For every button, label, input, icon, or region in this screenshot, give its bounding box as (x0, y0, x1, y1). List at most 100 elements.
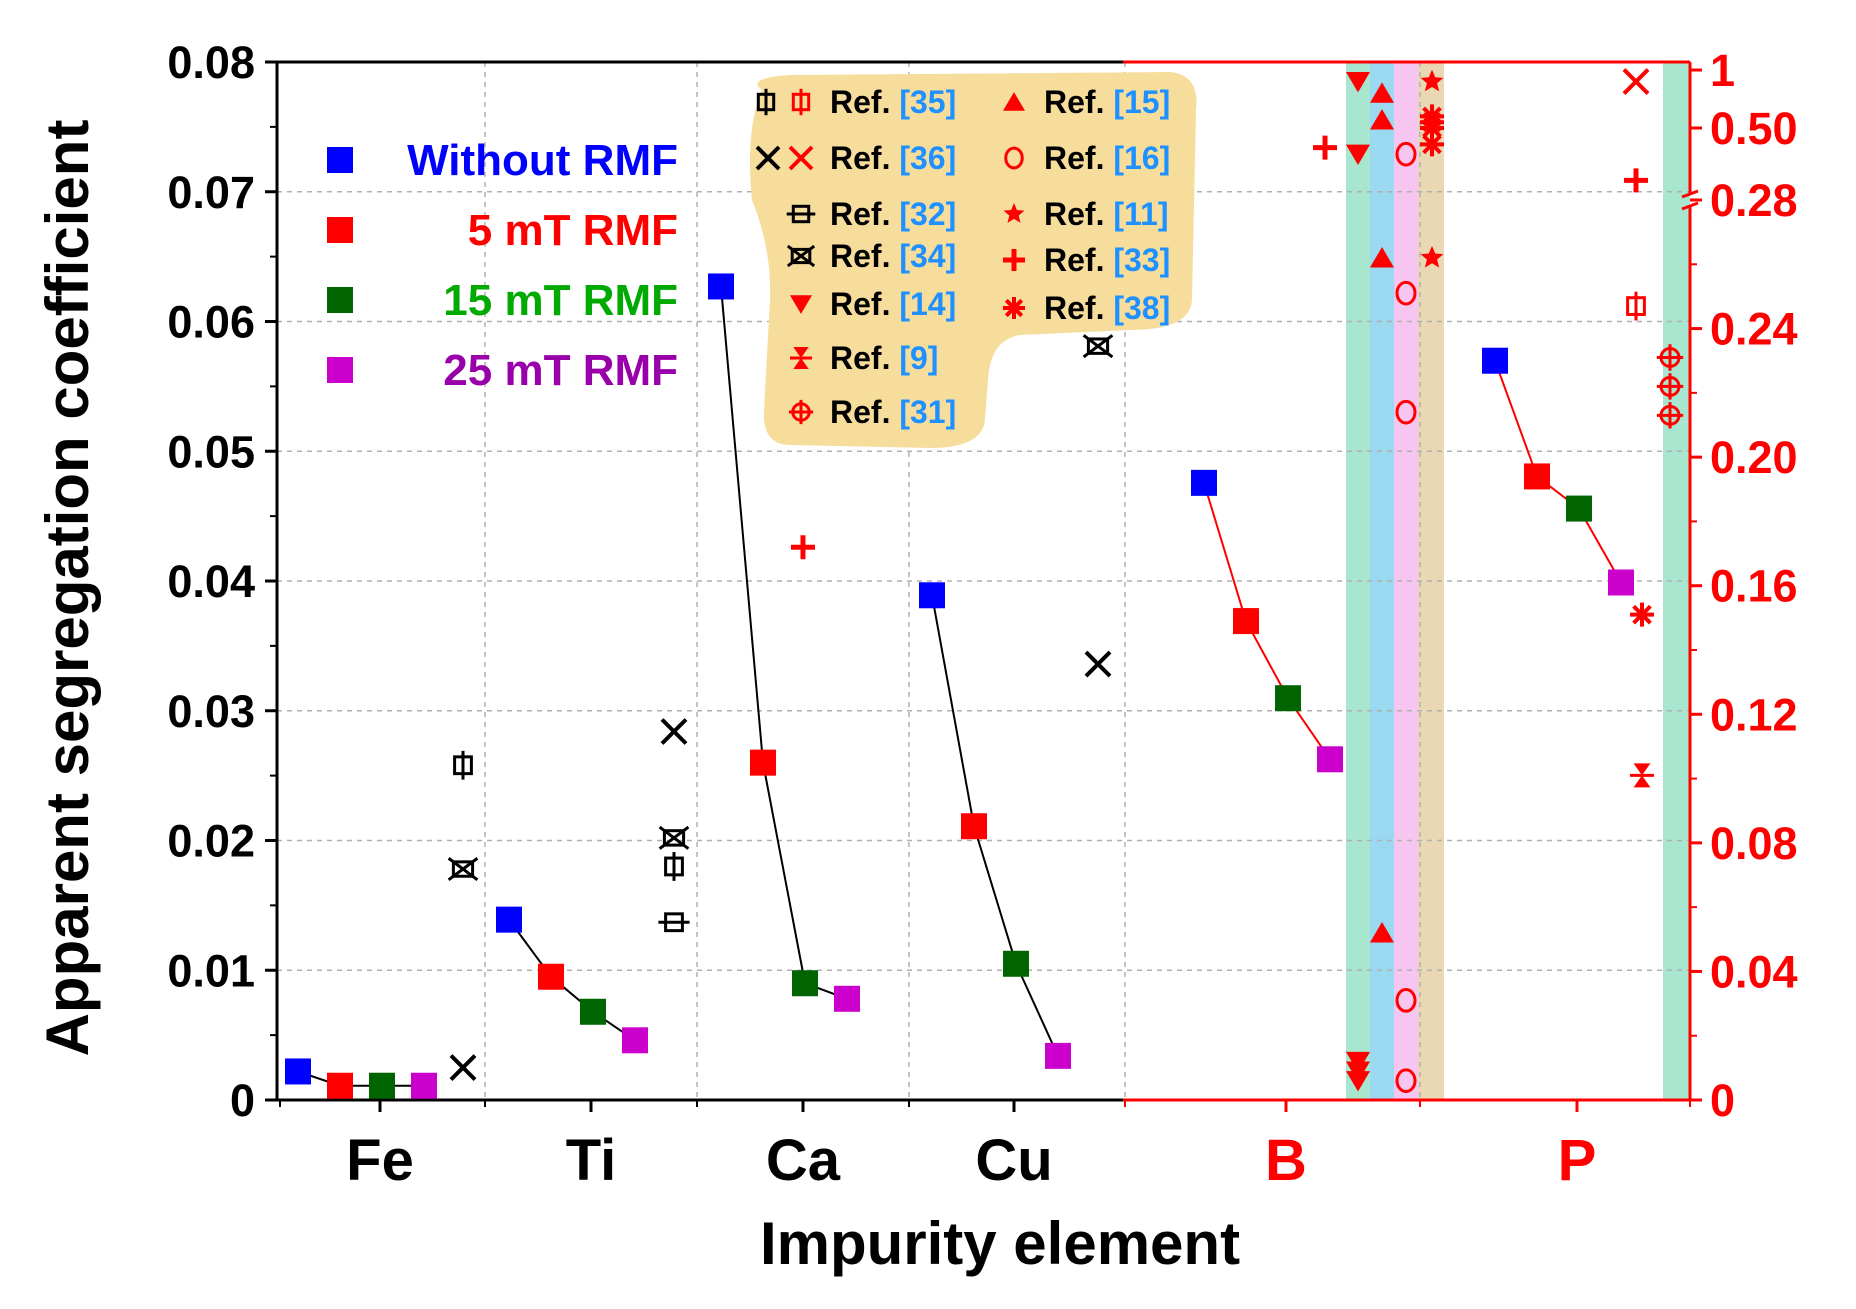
ref-point-p-31-37-cross (1656, 344, 1684, 371)
ref-point-cu-36-10 (1084, 650, 1112, 678)
series-line-b (1203, 482, 1331, 760)
ref-point-p-35-34 (1626, 291, 1646, 321)
ref-legend-34-marker-box (790, 247, 812, 265)
ref-point-p-33-33-shape (1624, 168, 1648, 193)
ref-legend-31-text: Ref. [31] (830, 394, 956, 430)
legend-marker-25-mt-rmf (327, 357, 353, 383)
data-point-without-rmf-b-shape (1191, 469, 1217, 496)
data-point-15-mt-rmf-fe (369, 1072, 395, 1099)
ref-legend-15-ref-word: Ref. (1044, 84, 1113, 120)
data-point-without-rmf-ca-shape (708, 273, 734, 300)
ref-legend-16-ref-number: [16] (1113, 140, 1170, 176)
data-point-5-mt-rmf-ca-shape (750, 749, 776, 776)
ref-point-fe-36-3 (449, 1054, 477, 1081)
ref-legend-36-marker (788, 145, 814, 171)
ref-point-fe-36-3-shape (449, 1054, 477, 1081)
ref-point-b-16-21-shape (1395, 141, 1417, 167)
ref-legend-16-ref-word: Ref. (1044, 140, 1113, 176)
ref-legend-38-ref-word: Ref. (1044, 290, 1113, 326)
series-line-cu (931, 595, 1059, 1057)
data-point-25-mt-rmf-b (1317, 746, 1343, 773)
data-point-25-mt-rmf-cu (1045, 1042, 1071, 1069)
ref-legend-35-text: Ref. [35] (830, 84, 956, 120)
data-point-15-mt-rmf-cu (1003, 950, 1029, 977)
right-tick-label: 0.28 (1710, 175, 1798, 226)
x-tick-label-cu: Cu (975, 1128, 1052, 1193)
ref-legend-33-ref-number: [33] (1113, 242, 1170, 278)
ref-point-b-16-22-shape (1395, 280, 1417, 306)
right-tick-label: 0.50 (1710, 103, 1798, 154)
data-point-without-rmf-fe-shape (285, 1058, 311, 1085)
ref-legend-36-ref-word: Ref. (830, 140, 899, 176)
ref-point-b-11-26-shape (1420, 69, 1444, 92)
legend-marker-25-mt-rmf-shape (327, 357, 353, 383)
ref-legend-36-text: Ref. [36] (830, 140, 956, 176)
data-point-5-mt-rmf-p-shape (1524, 463, 1550, 490)
data-point-25-mt-rmf-ca (834, 985, 860, 1012)
ref-legend-15-text: Ref. [15] (1044, 84, 1170, 120)
x-axis-title: Impurity element (760, 1210, 1240, 1277)
left-tick-label: 0.01 (167, 945, 255, 996)
data-point-25-mt-rmf-b-shape (1317, 746, 1343, 773)
ref-legend-36-black-marker-shape (755, 145, 781, 171)
ref-point-b-14-12 (1346, 72, 1370, 93)
ref-point-ti-35-6 (664, 852, 684, 881)
data-point-5-mt-rmf-b (1233, 608, 1259, 635)
ref-point-fe-35-1 (453, 750, 473, 780)
right-tick-label: 0.24 (1710, 304, 1798, 355)
ref-point-b-14-13 (1346, 144, 1370, 165)
ref-point-p-31-37 (1656, 344, 1684, 371)
reference-legend-background (749, 72, 1197, 448)
ref-legend-35-ref-word: Ref. (830, 84, 899, 120)
data-point-without-rmf-ca (708, 273, 734, 300)
ref-point-b-14-16-shape (1346, 1071, 1370, 1092)
ref-legend-33-marker (1003, 249, 1025, 271)
ref-legend-31-marker-cross (788, 399, 814, 425)
ref-point-p-33-33 (1624, 168, 1648, 193)
ref-legend-34-ref-word: Ref. (830, 238, 899, 274)
ref-point-cu-36-10-shape (1084, 650, 1112, 678)
data-point-15-mt-rmf-b (1275, 685, 1301, 712)
ref-legend-36-marker-shape (788, 145, 814, 171)
ref-point-cu-34-9-box (1086, 337, 1110, 355)
data-point-15-mt-rmf-ca (792, 970, 818, 997)
y-axis-title: Apparent segregation coefficient (34, 120, 101, 1057)
ref-legend-35-black-marker (756, 88, 776, 116)
ref-legend-38-text: Ref. [38] (1044, 290, 1170, 326)
data-point-25-mt-rmf-fe (411, 1072, 437, 1099)
legend-marker-5-mt-rmf (327, 217, 353, 243)
ref-point-ti-34-5-cross (658, 825, 690, 850)
ref-legend-34-marker (786, 244, 816, 268)
x-tick-label-ti: Ti (566, 1128, 617, 1193)
ref-point-p-36-32-shape (1622, 68, 1650, 96)
ref-point-b-15-20-shape (1370, 922, 1394, 943)
left-tick-label: 0.08 (167, 37, 255, 88)
ref-point-b-15-19 (1370, 247, 1394, 268)
left-tick-label: 0.04 (167, 556, 255, 607)
ref-legend-15-marker (1003, 92, 1025, 111)
ref-legend-9-text: Ref. [9] (830, 340, 938, 376)
ref-legend-14-marker-shape (790, 295, 812, 314)
ref-point-ti-36-4 (660, 718, 688, 745)
ref-legend-34-marker-cross (786, 244, 816, 268)
ref-point-b-38-30 (1420, 116, 1444, 140)
ref-point-b-15-20 (1370, 922, 1394, 943)
data-point-15-mt-rmf-ti-shape (580, 998, 606, 1025)
ref-point-p-31-39-cross (1656, 402, 1684, 429)
data-point-5-mt-rmf-p (1524, 463, 1550, 490)
ref-legend-15-marker-shape (1003, 92, 1025, 111)
x-tick-label-ca: Ca (766, 1128, 841, 1193)
ref-legend-34-text: Ref. [34] (830, 238, 956, 274)
data-point-15-mt-rmf-b-shape (1275, 685, 1301, 712)
right-tick-label: 0 (1710, 1075, 1735, 1126)
data-point-25-mt-rmf-p-shape (1608, 569, 1634, 596)
ref-legend-16-marker-shape (1004, 146, 1024, 170)
ref-point-b-15-19-shape (1370, 247, 1394, 268)
legend-marker-without-rmf (327, 147, 353, 173)
ref-point-b-15-17 (1370, 82, 1394, 103)
data-point-without-rmf-cu-shape (919, 582, 945, 609)
legend-label-without-rmf: Without RMF (407, 136, 678, 185)
ref-legend-36-ref-number: [36] (899, 140, 956, 176)
ref-point-b-16-23 (1395, 399, 1417, 425)
